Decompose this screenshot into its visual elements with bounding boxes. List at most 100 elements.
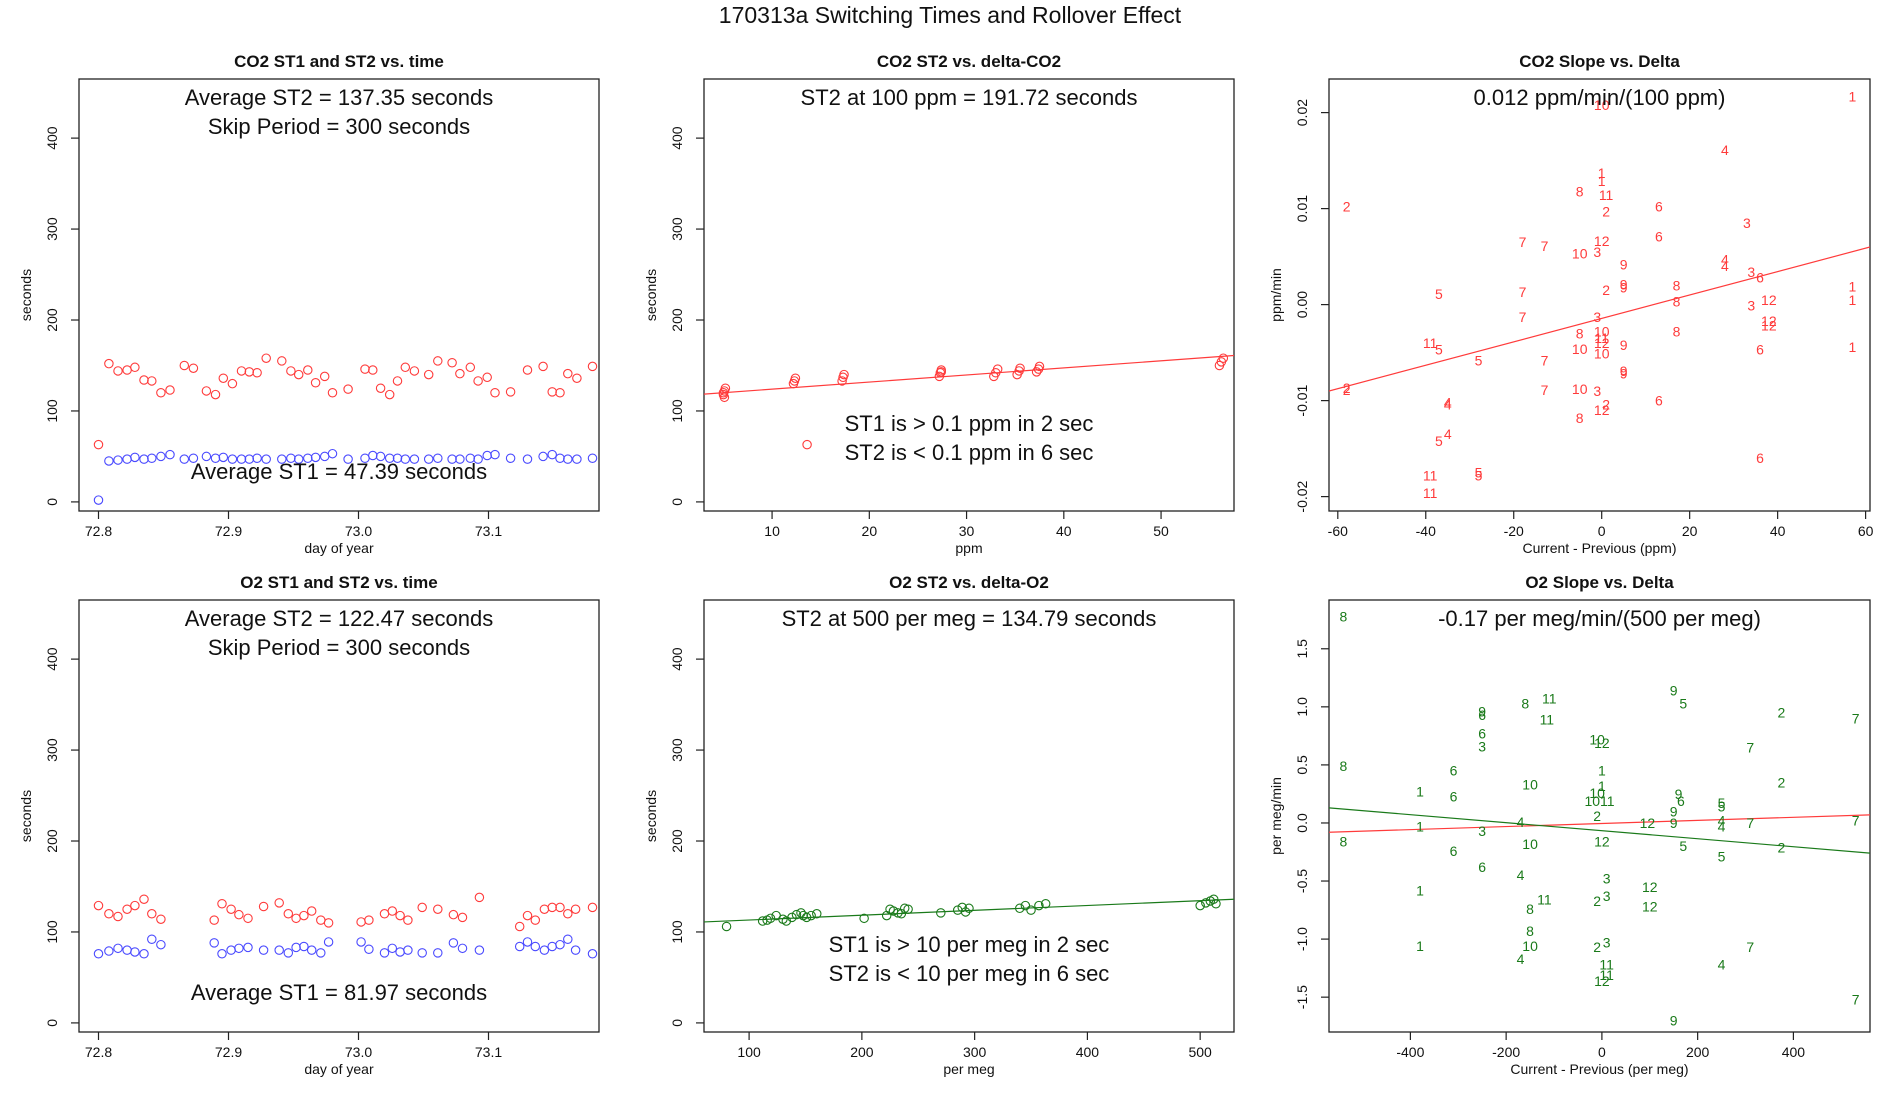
x-tick-label: 72.9	[215, 1044, 242, 1060]
x-tick-label: 0	[1598, 523, 1606, 539]
x-tick-label: 72.8	[85, 523, 112, 539]
y-tick-label: 1.5	[1294, 639, 1310, 659]
data-point	[293, 454, 304, 464]
data-point	[547, 387, 557, 397]
x-tick-label: 400	[1782, 1044, 1806, 1060]
chart-annotation: ST2 is < 0.1 ppm in 6 sec	[845, 440, 1094, 465]
data-point	[277, 356, 287, 366]
y-tick-label: -0.5	[1294, 869, 1310, 893]
data-point	[433, 904, 443, 914]
data-point	[156, 939, 166, 950]
data-point	[812, 909, 822, 919]
data-point	[252, 368, 262, 378]
data-point-label: 12	[1594, 834, 1610, 850]
data-point	[547, 902, 557, 913]
data-point	[316, 915, 326, 925]
data-point	[765, 913, 776, 924]
data-point	[505, 453, 516, 464]
data-point-label: 9	[1670, 683, 1678, 699]
x-axis-label: Current - Previous (per meg)	[1510, 1061, 1688, 1077]
data-point-label: 8	[1339, 758, 1347, 774]
data-point-label: 2	[1593, 939, 1601, 955]
data-point-label: 2	[1343, 380, 1351, 396]
y-tick-label: -0.02	[1294, 480, 1310, 512]
data-point-label: 6	[1450, 788, 1458, 804]
data-point	[316, 948, 326, 958]
data-point-label: 1	[1849, 278, 1857, 294]
y-tick-label: 200	[669, 829, 685, 853]
data-point-label: 9	[1620, 366, 1628, 382]
data-point	[859, 913, 869, 924]
data-point	[570, 904, 581, 914]
data-point	[113, 943, 123, 954]
chart-title: CO2 ST1 and ST2 vs. time	[234, 52, 444, 71]
data-point	[482, 372, 492, 383]
data-point-label: 4	[1444, 396, 1452, 412]
data-point	[587, 902, 598, 913]
data-point-label: 3	[1747, 264, 1755, 280]
data-point-label: 5	[1718, 799, 1726, 815]
x-tick-label: 400	[1076, 1044, 1100, 1060]
data-point	[179, 360, 190, 371]
data-point-label: 10	[1594, 97, 1610, 113]
data-point	[403, 915, 413, 925]
data-point	[218, 373, 229, 383]
data-point	[379, 909, 390, 919]
data-point	[505, 387, 516, 397]
data-point-label: 11	[1542, 691, 1557, 707]
data-point-label: 6	[1450, 763, 1458, 779]
data-point	[147, 376, 157, 386]
data-point	[570, 945, 581, 955]
data-point-label: 1011	[1584, 793, 1614, 809]
x-tick-label: 100	[737, 1044, 761, 1060]
y-tick-label: 200	[44, 308, 60, 332]
data-point	[201, 451, 212, 462]
data-point	[286, 366, 296, 376]
data-point	[1208, 894, 1219, 904]
data-point	[261, 454, 271, 464]
data-point	[538, 361, 548, 372]
data-point	[806, 910, 816, 921]
data-point	[252, 453, 262, 464]
x-axis-label: ppm	[955, 540, 982, 556]
data-point	[572, 454, 582, 464]
data-point	[147, 453, 157, 464]
data-point-label: 12	[1594, 973, 1610, 989]
y-tick-label: 400	[44, 647, 60, 671]
data-point-label: 10	[1572, 381, 1588, 397]
data-point	[473, 376, 483, 386]
data-point	[147, 934, 157, 944]
data-point	[104, 358, 114, 369]
data-point	[522, 454, 533, 464]
data-point-label: 4	[1517, 951, 1525, 967]
data-point	[283, 948, 294, 958]
data-point-label: 7	[1519, 284, 1527, 300]
data-point	[113, 366, 123, 376]
data-point-label: 8	[1339, 834, 1347, 850]
data-point-label: 8	[1521, 695, 1529, 711]
data-point	[896, 909, 907, 919]
data-point	[226, 904, 236, 914]
fit-line	[1329, 246, 1870, 392]
x-tick-label: 73.1	[475, 523, 502, 539]
data-point	[409, 366, 420, 376]
data-point	[719, 392, 730, 403]
data-point	[147, 909, 157, 919]
data-point	[403, 945, 413, 955]
data-point	[343, 454, 353, 464]
y-tick-label: 300	[44, 738, 60, 762]
data-point-label: 10	[1572, 246, 1588, 262]
data-point	[447, 358, 457, 368]
data-point	[1015, 363, 1025, 373]
data-point	[423, 454, 434, 464]
data-point-label: 8	[1576, 410, 1584, 426]
data-point	[1218, 353, 1229, 363]
y-axis-label: seconds	[643, 790, 659, 842]
data-point-label: 3	[1603, 935, 1611, 951]
data-point	[433, 948, 443, 958]
data-point	[433, 356, 443, 366]
data-point	[448, 909, 459, 920]
y-tick-label: 0	[44, 1019, 60, 1027]
data-point-label: 8	[1576, 183, 1584, 199]
